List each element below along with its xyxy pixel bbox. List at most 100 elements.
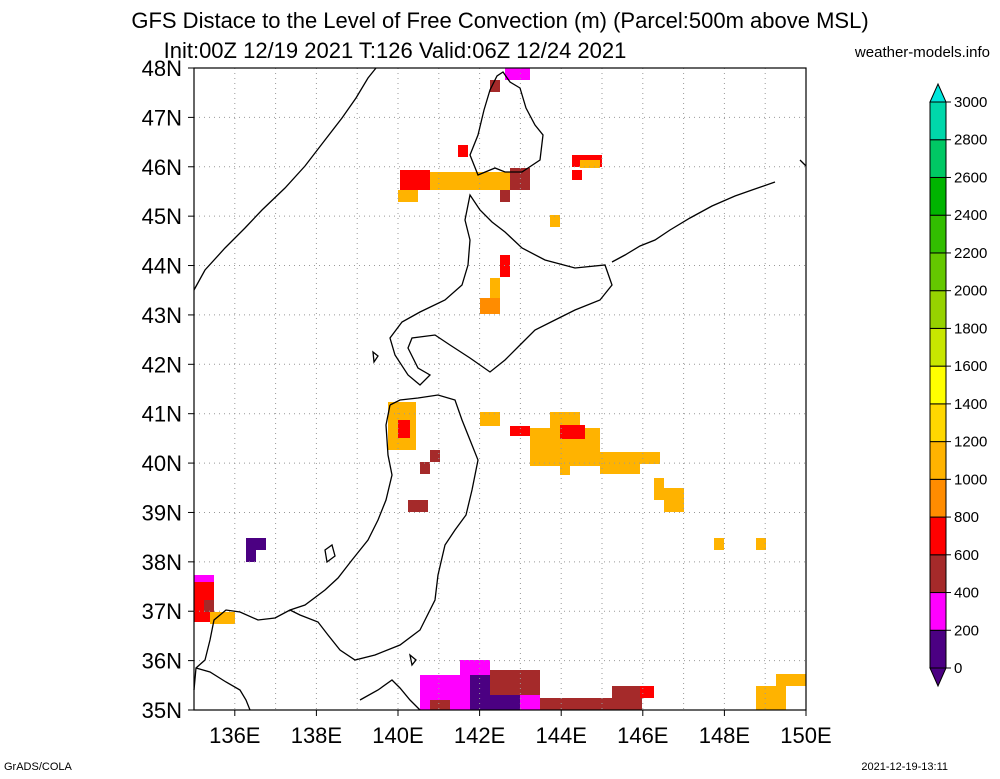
colorbar-swatch: [929, 629, 947, 669]
lfc-cell: [194, 575, 214, 583]
colorbar-label: 1600: [954, 358, 987, 375]
lon-tick-label: 142E: [454, 723, 505, 748]
lfc-cell: [550, 412, 580, 428]
colorbar-swatch: [929, 252, 947, 292]
lat-tick-label: 44N: [142, 254, 182, 279]
colorbar-label: 1000: [954, 471, 987, 488]
colorbar-swatch: [929, 139, 947, 178]
lfc-cell: [500, 190, 510, 202]
lfc-cell: [460, 660, 490, 675]
lfc-cell: [398, 420, 410, 438]
lat-tick-label: 35N: [142, 698, 182, 723]
lfc-cell: [580, 160, 600, 168]
colorbar-min-arrow: [929, 667, 947, 688]
colorbar-swatch: [929, 403, 947, 443]
map-title: GFS Distace to the Level of Free Convect…: [131, 8, 869, 33]
lat-tick-label: 47N: [142, 105, 182, 130]
lfc-cell: [505, 68, 530, 80]
lfc-cell: [560, 425, 585, 439]
lfc-cell: [640, 452, 660, 464]
colorbar-label: 1800: [954, 320, 987, 337]
colorbar-label: 200: [954, 622, 979, 639]
lfc-cell: [458, 145, 468, 157]
coastlines: [193, 67, 807, 711]
colorbar-swatch: [929, 101, 947, 141]
colorbar-label: 1200: [954, 434, 987, 451]
colorbar-swatch: [929, 441, 947, 480]
lfc-cell: [714, 538, 724, 550]
lon-tick-label: 138E: [291, 723, 342, 748]
lfc-cell: [246, 538, 266, 550]
site-credit: weather-models.info: [854, 44, 990, 61]
map-subtitle: Init:00Z 12/19 2021 T:126 Valid:06Z 12/2…: [163, 38, 627, 63]
colorbar-swatch: [929, 516, 947, 556]
colorbar-label: 0: [954, 660, 962, 677]
lfc-cell: [490, 80, 500, 92]
lat-tick-label: 42N: [142, 352, 182, 377]
colorbar-swatch: [929, 290, 947, 329]
map-gridlines: [194, 68, 806, 710]
lat-tick-label: 41N: [142, 402, 182, 427]
lfc-field-cells: [194, 68, 806, 710]
lfc-cell: [612, 686, 642, 710]
lat-tick-label: 38N: [142, 550, 182, 575]
lfc-cell: [480, 298, 500, 314]
lfc-cell: [654, 478, 664, 500]
colorbar-swatch: [929, 327, 947, 367]
colorbar-max-arrow: [929, 82, 947, 103]
colorbar-label: 400: [954, 585, 979, 602]
lon-tick-label: 146E: [617, 723, 668, 748]
lfc-cell: [664, 488, 684, 512]
colorbar: 0 200 400 600 800 1000 1200 1400 1600 1800 2000 220…: [929, 82, 987, 688]
lfc-cell: [756, 538, 766, 550]
lfc-cell: [550, 215, 560, 227]
colorbar-swatch: [929, 214, 947, 254]
lat-tick-label: 37N: [142, 599, 182, 624]
footer-credit: GrADS/COLA: [4, 761, 72, 773]
lfc-cell: [420, 462, 430, 474]
lat-tick-label: 46N: [142, 155, 182, 180]
lfc-cell: [430, 700, 450, 710]
lfc-cell: [430, 450, 440, 462]
lfc-cell: [776, 674, 806, 686]
lfc-cell: [204, 600, 214, 612]
colorbar-label: 600: [954, 547, 979, 564]
colorbar-swatch: [929, 365, 947, 405]
colorbar-label: 3000: [954, 94, 987, 111]
lon-tick-label: 144E: [536, 723, 587, 748]
lfc-cell: [640, 686, 654, 698]
lfc-cell: [430, 172, 510, 190]
lfc-cell: [490, 278, 500, 298]
lat-tick-label: 43N: [142, 303, 182, 328]
lon-tick-label: 140E: [372, 723, 423, 748]
colorbar-label: 2800: [954, 132, 987, 149]
colorbar-label: 2000: [954, 283, 987, 300]
lat-tick-label: 40N: [142, 451, 182, 476]
lfc-cell: [400, 170, 430, 190]
lon-tick-label: 150E: [780, 723, 831, 748]
lon-tick-label: 148E: [699, 723, 750, 748]
colorbar-label: 2600: [954, 169, 987, 186]
colorbar-label: 1400: [954, 396, 987, 413]
colorbar-label: 2200: [954, 245, 987, 262]
colorbar-label: 800: [954, 509, 979, 526]
lfc-cell: [480, 412, 500, 426]
lfc-cell: [398, 190, 418, 202]
colorbar-swatch: [929, 478, 947, 518]
lfc-cell: [210, 612, 235, 624]
lfc-cell: [408, 500, 428, 512]
colorbar-swatch: [929, 592, 947, 631]
lfc-cell: [246, 550, 256, 562]
lfc-cell: [756, 686, 786, 710]
map-frame: [193, 67, 807, 711]
lon-tick-label: 136E: [209, 723, 260, 748]
footer-timestamp: 2021-12-19-13:11: [861, 761, 948, 773]
colorbar-label: 2400: [954, 207, 987, 224]
colorbar-swatch: [929, 554, 947, 594]
colorbar-swatch: [929, 176, 947, 216]
lfc-cell: [560, 465, 570, 475]
lfc-cell: [510, 426, 530, 436]
lat-tick-label: 39N: [142, 500, 182, 525]
lat-tick-label: 36N: [142, 649, 182, 674]
